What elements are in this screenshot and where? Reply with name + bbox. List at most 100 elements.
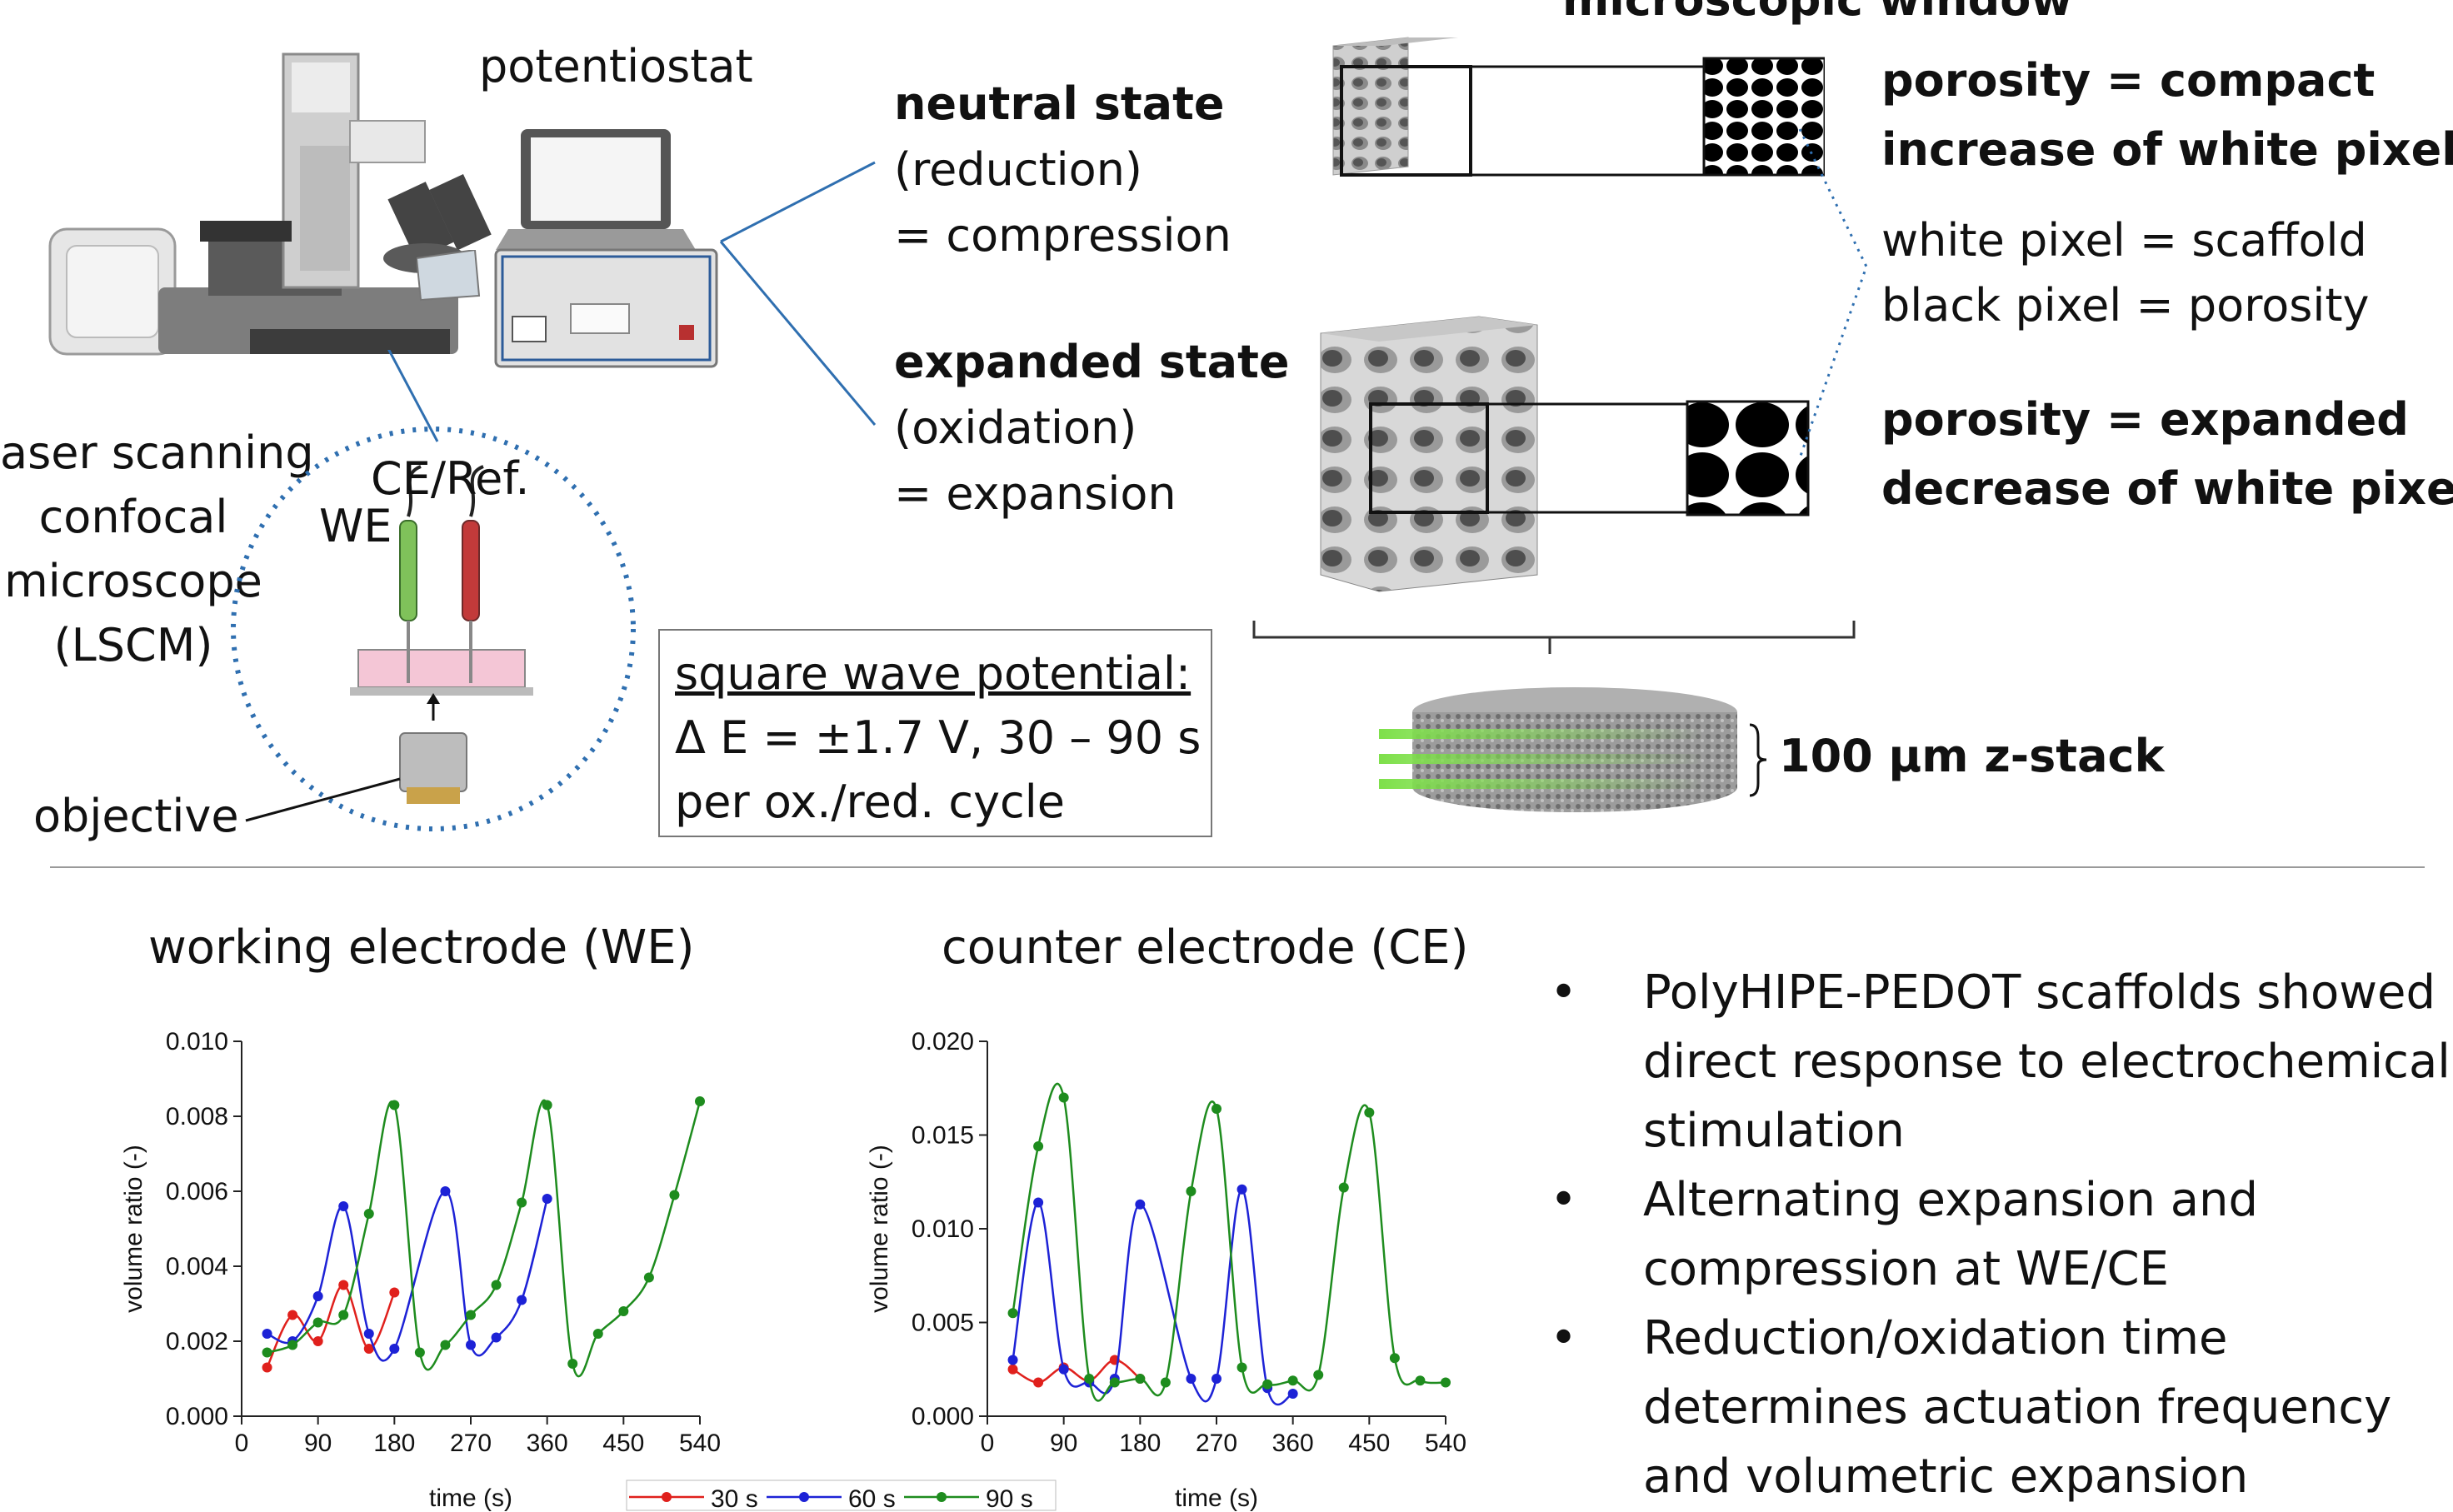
microscopic-window-title: microscopic window (1562, 0, 2072, 24)
square-wave-title: square wave potential: (675, 647, 1192, 700)
bullet-item: • PolyHIPE-PEDOT scaffolds showed direct… (1550, 958, 2451, 1165)
data-point (262, 1362, 272, 1373)
y-tick-label: 0.010 (166, 1028, 228, 1055)
bullet-item: • Alternating expansion and compression … (1550, 1165, 2451, 1304)
section-divider (50, 866, 2425, 868)
x-tick-label: 450 (1348, 1430, 1390, 1457)
cell-setup-illustration (231, 350, 636, 831)
y-tick-label: 0.002 (166, 1328, 228, 1355)
y-tick-label: 0.006 (166, 1178, 228, 1205)
data-point (517, 1295, 527, 1305)
data-point (1135, 1374, 1146, 1384)
y-axis-label: volume ratio (-) (866, 1145, 893, 1313)
x-tick-label: 270 (1196, 1430, 1237, 1457)
expanded-state-block: expanded state (oxidation) = expansion (894, 329, 1290, 526)
expanded-scaffold-illustration (1320, 316, 1810, 592)
x-tick-label: 180 (1119, 1430, 1161, 1457)
x-tick-label: 540 (679, 1430, 721, 1457)
square-wave-text: square wave potential: Δ E = ±1.7 V, 30 … (675, 641, 1201, 834)
data-point (440, 1340, 451, 1350)
x-tick-label: 0 (235, 1430, 249, 1457)
data-point (1007, 1364, 1018, 1375)
monitor-icon (417, 250, 481, 302)
data-point (1007, 1308, 1018, 1319)
we-volume-chart: 0 90 180 270 360 450 540 0.000 0.002 0.004 0.006 0.… (120, 1028, 721, 1512)
data-point (1186, 1186, 1197, 1196)
x-tick-label: 360 (1272, 1430, 1314, 1457)
data-point (1058, 1364, 1069, 1375)
data-point (262, 1329, 272, 1339)
data-point (1186, 1374, 1197, 1384)
y-tick-label: 0.000 (166, 1403, 228, 1430)
data-point (363, 1344, 374, 1354)
data-point (338, 1280, 349, 1290)
ce-ref-label: CE/Ref. (371, 452, 530, 505)
data-point (338, 1201, 349, 1211)
legend-swatch-dot (937, 1492, 947, 1502)
x-tick-label: 90 (304, 1430, 332, 1457)
data-point (312, 1317, 323, 1328)
we-chart-title: working electrode (WE) (148, 921, 695, 975)
porosity-compact-text: porosity = compact increase of white pix… (1881, 54, 2453, 176)
we-label: WE (319, 500, 392, 552)
data-point (1033, 1197, 1044, 1208)
zstack-label: 100 µm z-stack (1779, 730, 2165, 782)
square-wave-box (658, 629, 1212, 837)
x-tick-label: 360 (527, 1430, 568, 1457)
data-point (1287, 1389, 1298, 1399)
porosity-expanded-text: porosity = expanded decrease of white pi… (1881, 393, 2453, 515)
y-tick-label: 0.005 (912, 1310, 974, 1337)
legend-frame (626, 1480, 1057, 1511)
x-axis-label: time (s) (429, 1485, 512, 1512)
neutral-state-title: neutral state (894, 77, 1225, 130)
data-point (389, 1344, 400, 1354)
bullet-dot: • (1550, 1311, 1578, 1365)
data-point (491, 1332, 502, 1343)
data-point (1338, 1182, 1349, 1193)
data-point (695, 1096, 705, 1106)
y-tick-label: 0.008 (166, 1103, 228, 1130)
data-point (517, 1197, 527, 1208)
data-point (1160, 1377, 1171, 1388)
legend-swatch-dot (662, 1492, 672, 1502)
series-line (1012, 1359, 1142, 1384)
data-point (1389, 1353, 1400, 1364)
bullet-dot: • (1550, 1173, 1578, 1227)
data-point (312, 1336, 323, 1346)
data-point (542, 1100, 552, 1110)
data-point (1033, 1141, 1044, 1151)
conclusion-bullets: • PolyHIPE-PEDOT scaffolds showed direct… (1550, 958, 2451, 1511)
bullet-dot: • (1550, 966, 1578, 1020)
data-point (1109, 1377, 1120, 1388)
x-axis-label: time (s) (1175, 1485, 1258, 1512)
data-point (1033, 1377, 1044, 1388)
potentiostat-illustration (494, 129, 718, 368)
data-point (338, 1310, 349, 1320)
pixel-legend-text: white pixel = scaffold black pixel = por… (1881, 214, 2370, 332)
data-point (1415, 1375, 1426, 1386)
data-point (287, 1340, 298, 1350)
data-point (1212, 1374, 1222, 1384)
legend-label: 30 s (711, 1485, 758, 1512)
y-tick-label: 0.004 (166, 1253, 228, 1280)
data-point (491, 1280, 502, 1290)
y-tick-label: 0.000 (912, 1403, 974, 1430)
zstack-bracket (1252, 621, 1856, 654)
objective-label: objective (33, 790, 239, 842)
data-point (1236, 1184, 1247, 1195)
data-point (1441, 1377, 1451, 1388)
x-tick-label: 270 (450, 1430, 492, 1457)
series-line (1012, 1082, 1446, 1402)
data-point (1262, 1379, 1273, 1390)
data-point (592, 1329, 603, 1339)
data-point (1084, 1374, 1095, 1384)
data-point (1313, 1370, 1324, 1380)
chart-legend: 30 s 60 s 90 s (626, 1480, 1057, 1512)
data-point (1287, 1375, 1298, 1386)
y-tick-label: 0.015 (912, 1122, 974, 1150)
data-point (542, 1194, 552, 1204)
microscope-illustration (48, 52, 492, 356)
data-point (389, 1100, 400, 1110)
data-point (618, 1306, 629, 1316)
data-point (643, 1272, 654, 1283)
